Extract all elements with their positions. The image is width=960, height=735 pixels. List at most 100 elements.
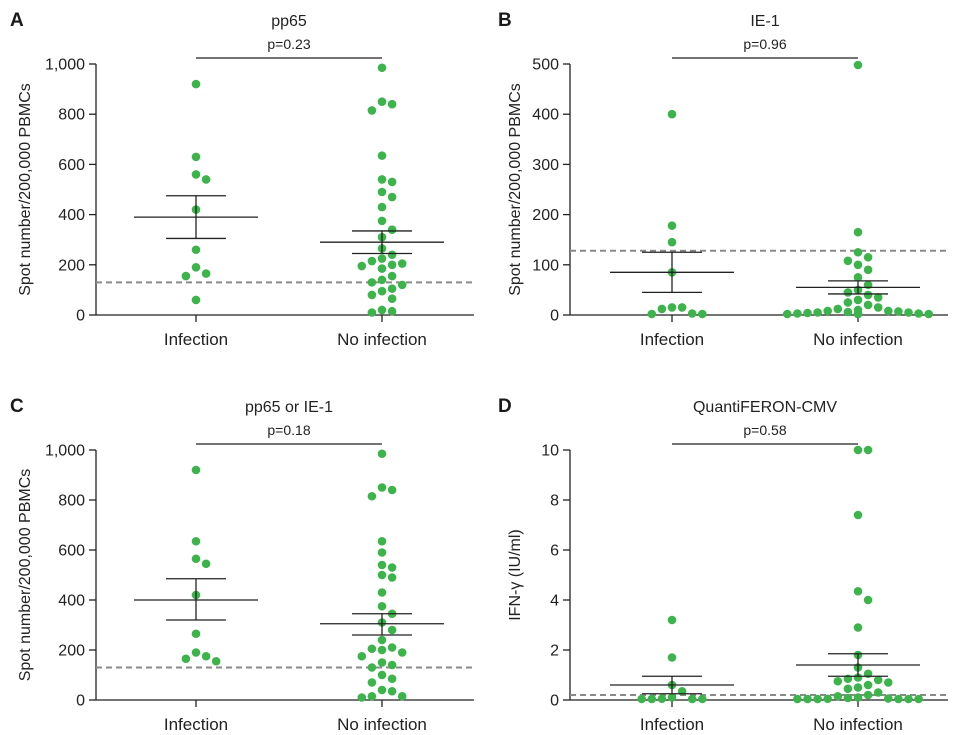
y-tick-label: 0 — [76, 693, 85, 710]
y-tick-label: 400 — [58, 593, 85, 610]
data-point — [853, 60, 863, 70]
data-point — [201, 175, 211, 184]
y-tick-label: 8 — [550, 493, 559, 510]
data-point — [377, 670, 387, 680]
data-point — [387, 192, 397, 202]
data-point — [667, 109, 677, 119]
data-point — [357, 693, 367, 702]
data-point — [377, 187, 387, 197]
data-point — [387, 573, 397, 582]
data-point — [377, 202, 387, 212]
data-point — [377, 645, 387, 655]
data-point — [924, 309, 933, 319]
data-point — [377, 685, 387, 695]
panel-title: QuantiFERON-CMV — [693, 399, 837, 416]
x-category-label: No infection — [813, 330, 903, 349]
data-point — [377, 216, 387, 226]
y-tick-label: 800 — [58, 493, 85, 510]
data-point — [853, 227, 863, 237]
data-point — [803, 308, 812, 318]
data-point — [367, 256, 377, 266]
data-point — [397, 280, 407, 290]
data-point — [191, 263, 201, 272]
data-point — [813, 694, 822, 704]
data-point — [833, 304, 843, 314]
data-point — [803, 694, 812, 704]
panel-letter: B — [498, 10, 512, 31]
data-point — [863, 265, 873, 275]
y-tick-label: 0 — [550, 693, 559, 710]
data-point — [667, 237, 677, 247]
data-point — [853, 683, 863, 692]
x-category-label: Infection — [164, 715, 228, 734]
data-point — [367, 278, 377, 287]
data-point — [667, 693, 677, 702]
data-point — [853, 247, 863, 257]
panel-letter: C — [10, 396, 24, 417]
data-point — [191, 554, 201, 564]
data-point — [853, 295, 863, 305]
x-category-label: Infection — [640, 330, 704, 349]
data-point — [191, 629, 201, 639]
data-point — [397, 691, 407, 701]
data-point — [853, 623, 863, 632]
data-point — [667, 615, 677, 625]
data-point — [387, 294, 397, 303]
data-point — [181, 271, 191, 281]
data-point — [843, 693, 853, 703]
data-point — [863, 290, 873, 300]
y-axis-label: IFN-γ (IU/ml) — [507, 529, 524, 621]
data-point — [387, 485, 397, 495]
data-point — [843, 298, 853, 307]
data-point — [387, 643, 397, 652]
y-tick-label: 2 — [550, 643, 559, 660]
data-point — [843, 256, 853, 266]
data-point — [387, 625, 397, 635]
y-tick-label: 200 — [58, 643, 85, 660]
data-point — [191, 648, 201, 657]
data-point — [397, 648, 407, 657]
panel-title: IE-1 — [750, 13, 779, 30]
y-tick-label: 0 — [550, 308, 559, 325]
data-point — [357, 261, 367, 271]
data-point — [863, 595, 873, 605]
data-point — [833, 691, 843, 701]
data-point — [357, 651, 367, 661]
data-point — [783, 309, 792, 319]
data-point — [387, 177, 397, 187]
data-point — [387, 563, 397, 572]
data-point — [377, 286, 387, 296]
data-point — [191, 536, 201, 546]
data-point — [884, 678, 893, 687]
data-point — [377, 449, 387, 459]
data-point — [813, 308, 822, 317]
data-point — [387, 686, 397, 696]
data-point — [377, 601, 387, 611]
data-point — [793, 694, 802, 704]
y-tick-label: 200 — [58, 257, 85, 274]
data-point — [367, 106, 377, 115]
y-tick-label: 1,000 — [45, 57, 85, 74]
data-point — [377, 63, 387, 73]
data-point — [377, 483, 387, 492]
data-point — [377, 588, 387, 597]
data-point — [201, 651, 211, 661]
y-tick-label: 800 — [58, 107, 85, 124]
x-category-label: No infection — [337, 715, 427, 734]
data-point — [823, 694, 832, 704]
data-point — [698, 309, 707, 319]
y-tick-label: 600 — [58, 543, 85, 560]
p-value: p=0.58 — [743, 422, 786, 438]
data-point — [853, 510, 863, 520]
data-point — [667, 221, 677, 230]
data-point — [387, 271, 397, 281]
data-point — [853, 586, 863, 596]
y-tick-label: 600 — [58, 157, 85, 174]
data-point — [377, 560, 387, 570]
p-value: p=0.96 — [743, 36, 786, 52]
data-point — [904, 308, 913, 317]
data-point — [387, 306, 397, 316]
